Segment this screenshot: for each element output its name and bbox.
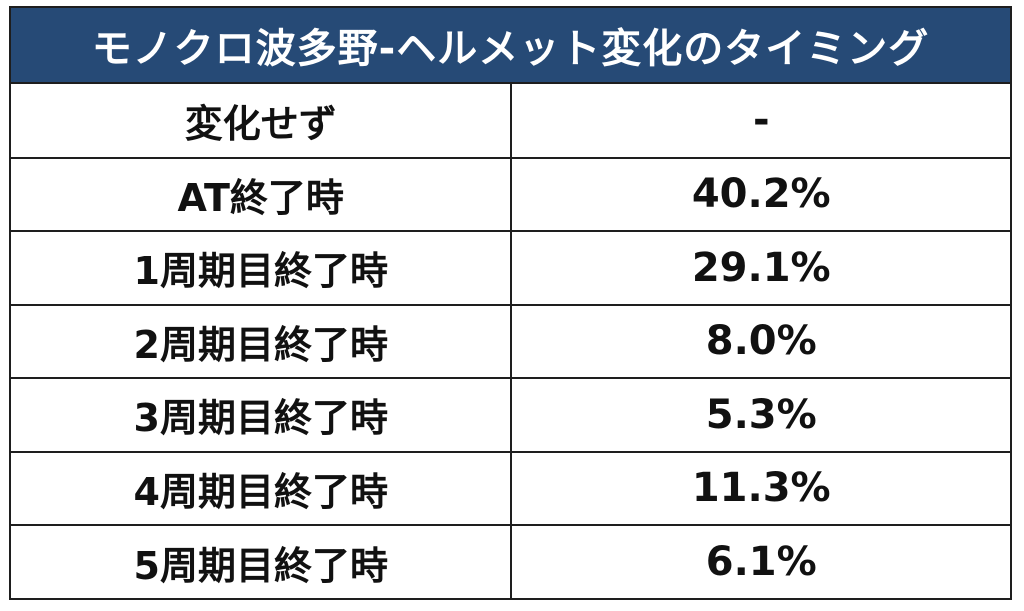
table-row: 2周期目終了時 8.0% xyxy=(11,303,1010,378)
row-value: 5.3% xyxy=(511,377,1010,452)
row-label: 3周期目終了時 xyxy=(11,377,513,452)
table-row: 変化せず - xyxy=(11,84,1010,158)
row-label: 2周期目終了時 xyxy=(11,303,513,378)
row-label: 変化せず xyxy=(11,84,513,158)
table-row: 3周期目終了時 5.3% xyxy=(11,377,1010,452)
row-value: 29.1% xyxy=(511,230,1010,305)
row-value: 6.1% xyxy=(511,524,1010,599)
row-value: - xyxy=(752,97,770,144)
table-row: 5周期目終了時 6.1% xyxy=(11,524,1010,599)
row-value: 11.3% xyxy=(511,450,1010,525)
table-row: 4周期目終了時 11.3% xyxy=(11,450,1010,525)
table-row: 1周期目終了時 29.1% xyxy=(11,230,1010,305)
row-label: 5周期目終了時 xyxy=(11,524,513,599)
row-label: AT終了時 xyxy=(11,156,513,231)
timing-table: 変化せず - AT終了時 40.2% 1周期目終了時 29.1% 2周期目終了時… xyxy=(11,84,1010,599)
timing-table-frame: モノクロ波多野-ヘルメット変化のタイミング 変化せず - AT終了時 40.2%… xyxy=(9,6,1012,600)
row-value: 40.2% xyxy=(511,156,1010,231)
row-label: 4周期目終了時 xyxy=(11,450,513,525)
row-value: 8.0% xyxy=(511,303,1010,378)
row-label: 1周期目終了時 xyxy=(11,230,513,305)
table-row: AT終了時 40.2% xyxy=(11,156,1010,231)
table-title: モノクロ波多野-ヘルメット変化のタイミング xyxy=(11,8,1010,84)
